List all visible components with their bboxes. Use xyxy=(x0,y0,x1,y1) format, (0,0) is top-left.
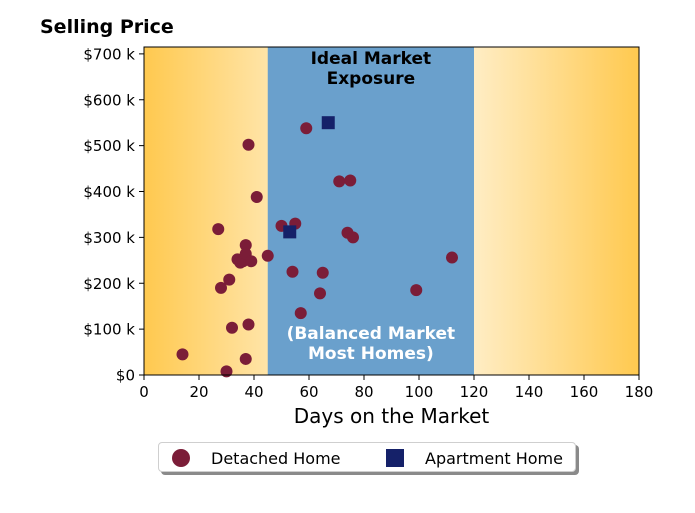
x-tick-label: 80 xyxy=(354,383,373,401)
chart-legend: Detached Home Apartment Home xyxy=(158,442,576,472)
band-label-line: Ideal Market xyxy=(311,49,432,69)
legend-label-detached: Detached Home xyxy=(211,448,341,468)
data-point-apartment xyxy=(283,225,297,239)
data-point-detached xyxy=(242,318,255,331)
y-tick-label: $700 k xyxy=(83,45,135,63)
y-axis-title: Selling Price xyxy=(40,16,174,38)
band-sublabel-line: Most Homes) xyxy=(308,344,434,364)
x-tick-label: 100 xyxy=(405,383,434,401)
y-tick-label: $0 xyxy=(116,367,135,385)
data-point-detached xyxy=(223,273,236,286)
data-point-detached xyxy=(300,122,313,135)
x-tick-label: 60 xyxy=(299,383,318,401)
data-point-detached xyxy=(239,239,252,252)
y-tick-label: $400 k xyxy=(83,183,135,201)
data-point-detached xyxy=(250,191,263,204)
legend-square-marker xyxy=(386,449,404,467)
data-point-detached xyxy=(347,231,359,244)
data-point-detached xyxy=(226,321,238,334)
y-tick-label: $100 k xyxy=(83,321,135,339)
x-axis-label: Days on the Market xyxy=(294,404,490,428)
x-tick-label: 40 xyxy=(244,383,263,401)
data-point-detached xyxy=(410,284,423,297)
legend-item-detached: Detached Home xyxy=(172,443,341,473)
data-point-detached xyxy=(344,174,357,187)
ideal-band xyxy=(267,47,474,375)
band-label-line: Exposure xyxy=(327,69,416,89)
data-point-detached xyxy=(239,352,252,365)
data-point-detached xyxy=(176,348,189,361)
x-tick-label: 140 xyxy=(515,383,544,401)
data-point-detached xyxy=(314,287,326,300)
data-point-detached xyxy=(446,251,458,264)
data-point-detached xyxy=(261,249,274,262)
data-point-detached xyxy=(245,255,258,268)
legend-circle-marker xyxy=(172,449,190,467)
plot-frame xyxy=(143,46,640,376)
data-point-detached xyxy=(220,365,233,378)
data-point-detached xyxy=(294,307,307,320)
data-point-apartment xyxy=(321,116,335,130)
x-tick-label: 0 xyxy=(139,383,149,401)
data-point-detached xyxy=(333,175,346,188)
legend-item-apartment: Apartment Home xyxy=(386,443,563,473)
data-point-detached xyxy=(242,138,255,151)
y-tick-label: $200 k xyxy=(83,275,135,293)
x-tick-label: 120 xyxy=(460,383,489,401)
x-tick-label: 160 xyxy=(570,383,599,401)
y-tick-label: $300 k xyxy=(83,229,135,247)
data-point-detached xyxy=(212,223,225,236)
legend-label-apartment: Apartment Home xyxy=(425,448,563,468)
band-sublabel-line: (Balanced Market xyxy=(287,324,456,344)
data-point-detached xyxy=(215,281,227,294)
y-tick-label: $600 k xyxy=(83,91,135,109)
data-point-detached xyxy=(286,265,299,278)
y-tick-label: $500 k xyxy=(83,137,135,155)
x-tick-label: 180 xyxy=(625,383,654,401)
x-tick-label: 20 xyxy=(189,383,208,401)
data-point-detached xyxy=(316,266,329,279)
